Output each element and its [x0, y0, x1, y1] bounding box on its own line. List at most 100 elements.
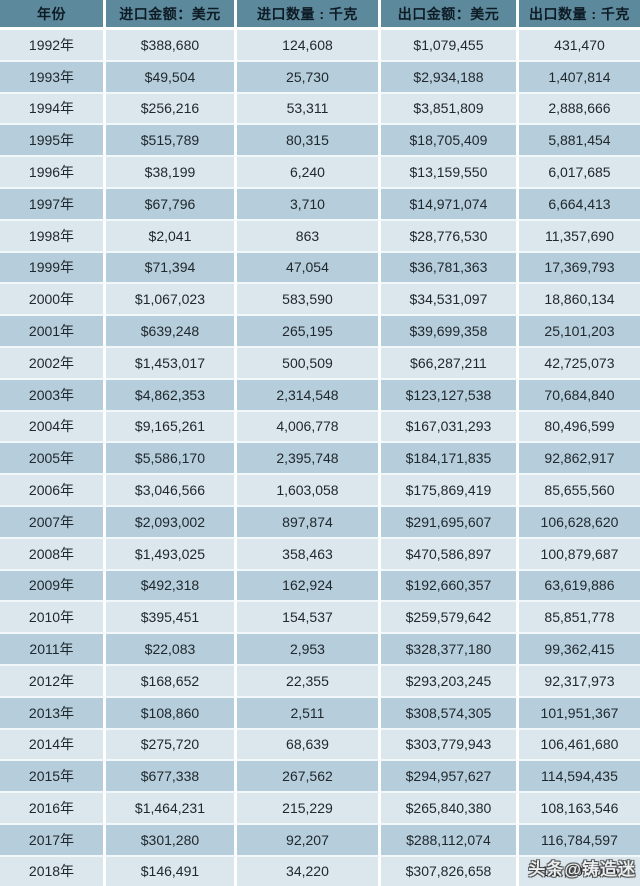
year-cell: 2018年	[0, 856, 106, 886]
year-cell: 1994年	[0, 93, 106, 126]
value-cell: $34,531,097	[380, 284, 519, 317]
value-cell: 92,317,973	[518, 665, 640, 698]
value-cell: $1,079,455	[380, 30, 519, 62]
table-row: 1998年 $2,041 863 $28,776,530 11,357,690	[0, 220, 640, 253]
value-cell: 162,924	[236, 570, 381, 603]
value-cell: 112,703,036	[518, 856, 640, 886]
value-cell: 154,537	[236, 602, 381, 635]
table-row: 2002年 $1,453,017 500,509 $66,287,211 42,725,…	[0, 347, 640, 380]
value-cell: $9,165,261	[105, 411, 237, 444]
year-cell: 1995年	[0, 125, 106, 158]
year-cell: 2003年	[0, 379, 106, 412]
value-cell: $288,112,074	[380, 824, 519, 857]
value-cell: $307,826,658	[380, 856, 519, 886]
year-cell: 2016年	[0, 793, 106, 825]
value-cell: $388,680	[105, 30, 237, 62]
value-cell: $18,705,409	[380, 125, 519, 158]
year-cell: 1997年	[0, 188, 106, 221]
value-cell: 124,608	[236, 30, 381, 62]
value-cell: $49,504	[105, 61, 237, 94]
table-row: 2006年 $3,046,566 1,603,058 $175,869,419 85,6…	[0, 475, 640, 507]
value-cell: 2,314,548	[236, 379, 381, 412]
value-cell: 11,357,690	[518, 220, 640, 253]
value-cell: $14,971,074	[380, 188, 519, 221]
table-row: 1994年 $256,216 53,311 $3,851,809 2,888,666	[0, 93, 640, 126]
value-cell: $259,579,642	[380, 602, 519, 635]
value-cell: $36,781,363	[380, 252, 519, 285]
value-cell: 4,006,778	[236, 411, 381, 444]
value-cell: 5,881,454	[518, 125, 640, 158]
value-cell: $38,199	[105, 157, 237, 189]
value-cell: 583,590	[236, 284, 381, 317]
value-cell: 6,017,685	[518, 157, 640, 189]
value-cell: $291,695,607	[380, 506, 519, 539]
value-cell: $3,046,566	[105, 475, 237, 507]
year-cell: 1998年	[0, 220, 106, 253]
table-row: 2008年 $1,493,025 358,463 $470,586,897 100,87…	[0, 538, 640, 571]
value-cell: 25,101,203	[518, 316, 640, 348]
value-cell: 6,664,413	[518, 188, 640, 221]
value-cell: $293,203,245	[380, 665, 519, 698]
value-cell: 101,951,367	[518, 697, 640, 730]
value-cell: $301,280	[105, 824, 237, 857]
value-cell: 863	[236, 220, 381, 253]
column-header-import-amount: 进口金额：美元	[105, 0, 237, 30]
value-cell: $294,957,627	[380, 761, 519, 794]
value-cell: 215,229	[236, 793, 381, 825]
value-cell: 85,851,778	[518, 602, 640, 635]
year-cell: 2002年	[0, 347, 106, 380]
value-cell: 2,888,666	[518, 93, 640, 126]
value-cell: $28,776,530	[380, 220, 519, 253]
value-cell: 92,862,917	[518, 443, 640, 476]
column-header-export-amount: 出口金额：美元	[380, 0, 519, 30]
year-cell: 2014年	[0, 729, 106, 762]
table-row: 2009年 $492,318 162,924 $192,660,357 63,619,8…	[0, 570, 640, 603]
table-row: 2011年 $22,083 2,953 $328,377,180 99,362,415	[0, 634, 640, 666]
table-row: 1993年 $49,504 25,730 $2,934,188 1,407,814	[0, 61, 640, 94]
table-row: 1997年 $67,796 3,710 $14,971,074 6,664,413	[0, 188, 640, 221]
table-row: 2003年 $4,862,353 2,314,548 $123,127,538 70,6…	[0, 379, 640, 412]
year-cell: 1993年	[0, 61, 106, 94]
value-cell: $677,338	[105, 761, 237, 794]
column-header-import-quantity: 进口数量 : 千克	[236, 0, 381, 30]
year-cell: 1996年	[0, 157, 106, 189]
year-cell: 2004年	[0, 411, 106, 444]
table-row: 1995年 $515,789 80,315 $18,705,409 5,881,454	[0, 125, 640, 158]
value-cell: 431,470	[518, 30, 640, 62]
table-row: 2018年 $146,491 34,220 $307,826,658 112,703,0…	[0, 856, 640, 886]
year-cell: 2010年	[0, 602, 106, 635]
table-row: 1992年 $388,680 124,608 $1,079,455 431,470	[0, 30, 640, 62]
value-cell: $275,720	[105, 729, 237, 762]
year-cell: 2007年	[0, 506, 106, 539]
value-cell: $108,860	[105, 697, 237, 730]
value-cell: 99,362,415	[518, 634, 640, 666]
column-header-year: 年份	[0, 0, 106, 30]
value-cell: 3,710	[236, 188, 381, 221]
value-cell: 80,315	[236, 125, 381, 158]
value-cell: $328,377,180	[380, 634, 519, 666]
value-cell: $4,862,353	[105, 379, 237, 412]
value-cell: 18,860,134	[518, 284, 640, 317]
value-cell: 2,953	[236, 634, 381, 666]
year-cell: 2013年	[0, 697, 106, 730]
value-cell: $192,660,357	[380, 570, 519, 603]
value-cell: 47,054	[236, 252, 381, 285]
value-cell: $1,493,025	[105, 538, 237, 571]
value-cell: $71,394	[105, 252, 237, 285]
value-cell: $123,127,538	[380, 379, 519, 412]
value-cell: 22,355	[236, 665, 381, 698]
value-cell: 53,311	[236, 93, 381, 126]
value-cell: $66,287,211	[380, 347, 519, 380]
table-row: 2016年 $1,464,231 215,229 $265,840,380 108,16…	[0, 793, 640, 825]
column-header-export-quantity: 出口数量 : 千克	[518, 0, 640, 30]
year-cell: 2015年	[0, 761, 106, 794]
value-cell: 2,511	[236, 697, 381, 730]
value-cell: 34,220	[236, 856, 381, 886]
value-cell: $67,796	[105, 188, 237, 221]
value-cell: 114,594,435	[518, 761, 640, 794]
value-cell: $2,093,002	[105, 506, 237, 539]
value-cell: $470,586,897	[380, 538, 519, 571]
value-cell: $184,171,835	[380, 443, 519, 476]
value-cell: 1,603,058	[236, 475, 381, 507]
